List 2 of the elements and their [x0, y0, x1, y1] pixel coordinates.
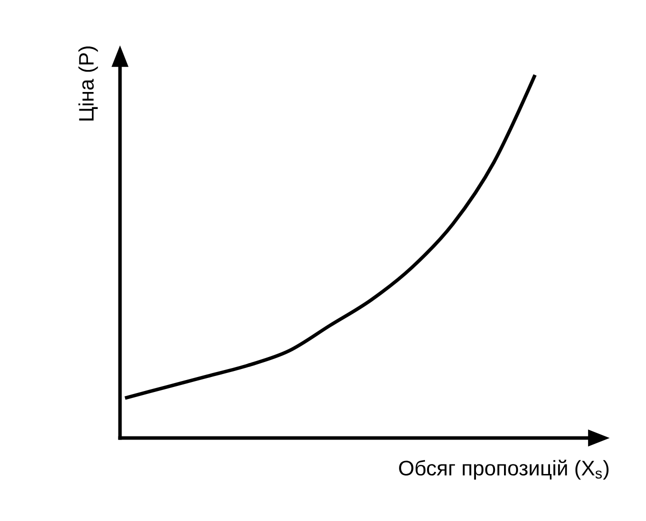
x-axis-title: Обсяг пропозицій (X$_{s}$) — [399, 460, 609, 480]
y-axis-title: Ціна (P) — [78, 46, 98, 120]
